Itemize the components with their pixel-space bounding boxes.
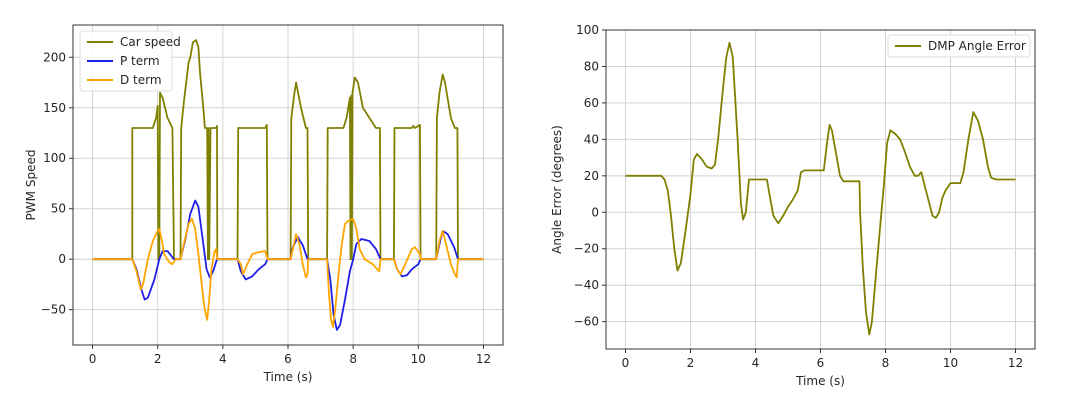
right-grid: [606, 29, 1035, 349]
left-x-ticks: 0 2 4 6 8 10 12: [89, 345, 491, 366]
x-tick-label: 8: [349, 352, 357, 366]
y-tick-label: −50: [41, 303, 66, 317]
right-chart-angle-error: 0 2 4 6 8 10 12 −60 −40 −20 0 20 40 60 80 100 Time (s)…: [550, 23, 1036, 388]
series-line-d-term: [92, 217, 484, 328]
legend-label: Car speed: [120, 35, 181, 49]
x-tick-label: 4: [219, 352, 227, 366]
right-x-axis-label: Time (s): [795, 374, 845, 388]
x-tick-label: 10: [943, 356, 958, 370]
x-tick-label: 2: [154, 352, 162, 366]
y-tick-label: 80: [584, 59, 599, 73]
left-chart-pwm-speed: 0 2 4 6 8 10 12 −50 0 50 100 150 200 Time (s) PWM S…: [24, 24, 504, 384]
left-legend: Car speed P term D term: [79, 30, 181, 92]
x-tick-label: 8: [882, 356, 890, 370]
y-tick-label: −20: [574, 242, 599, 256]
y-tick-label: 0: [58, 252, 66, 266]
x-tick-label: 12: [476, 352, 491, 366]
series-line-p-term: [92, 199, 484, 331]
x-tick-label: 4: [752, 356, 760, 370]
y-tick-label: 40: [584, 132, 599, 146]
left-y-axis-label: PWM Speed: [24, 150, 38, 221]
left-plot-lines: [92, 39, 484, 331]
x-tick-label: 12: [1008, 356, 1023, 370]
legend-box: [79, 30, 173, 92]
y-tick-label: 50: [51, 202, 66, 216]
left-y-ticks: −50 0 50 100 150 200: [41, 50, 73, 317]
x-tick-label: 0: [622, 356, 630, 370]
y-tick-label: 200: [43, 50, 66, 64]
y-tick-label: 20: [584, 169, 599, 183]
y-tick-label: 100: [43, 151, 66, 165]
right-plot-lines: [625, 41, 1016, 336]
y-tick-label: 100: [576, 23, 599, 37]
left-grid: [73, 25, 503, 345]
x-tick-label: 6: [817, 356, 825, 370]
x-tick-label: 0: [89, 352, 97, 366]
y-tick-label: 150: [43, 101, 66, 115]
y-tick-label: −60: [574, 315, 599, 329]
x-tick-label: 10: [411, 352, 426, 366]
right-x-ticks: 0 2 4 6 8 10 12: [622, 349, 1023, 370]
x-tick-label: 2: [687, 356, 695, 370]
y-tick-label: 60: [584, 96, 599, 110]
legend-label: P term: [120, 54, 160, 68]
legend-label: D term: [120, 73, 162, 87]
right-legend: DMP Angle Error: [887, 34, 1031, 58]
y-tick-label: −40: [574, 278, 599, 292]
series-line-dmp-angle-error: [625, 41, 1016, 336]
legend-box: [887, 34, 1031, 58]
legend-label: DMP Angle Error: [928, 39, 1026, 53]
x-tick-label: 6: [284, 352, 292, 366]
right-y-axis-label: Angle Error (degrees): [550, 125, 564, 254]
right-y-ticks: −60 −40 −20 0 20 40 60 80 100: [574, 23, 606, 329]
y-tick-label: 0: [591, 205, 599, 219]
left-x-axis-label: Time (s): [263, 370, 313, 384]
